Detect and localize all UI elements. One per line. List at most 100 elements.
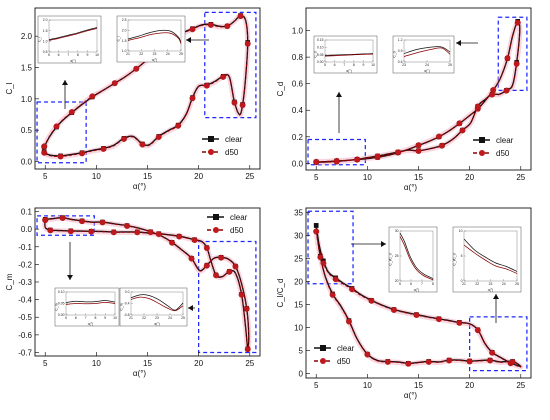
cl-left-inset-xtick-label-3: 7 bbox=[67, 53, 69, 57]
cm-right-inset: 0.0 -0.4 -0.821 22 23 24 25 C_m α(°) bbox=[120, 287, 188, 327]
ratio-x-tick-label-2: 10 bbox=[363, 381, 372, 390]
cl-d50-point-43 bbox=[121, 136, 127, 142]
cl-legend-clear-marker bbox=[208, 136, 214, 142]
cl-left-inset-frame bbox=[37, 15, 102, 64]
cl-left-inset-ytick-label-4: 0.5 bbox=[43, 50, 48, 54]
cl-y-tick-label-2: 0.5 bbox=[21, 126, 33, 135]
cl-d50-point-41 bbox=[139, 141, 146, 148]
cm-left-inset-xtick-label-3: 7 bbox=[85, 316, 87, 320]
cd-left-inset-xtick-label-4: 8 bbox=[353, 63, 355, 67]
cl-y-axis-label: C_l bbox=[5, 82, 14, 94]
cm-legend-clear-marker bbox=[213, 214, 219, 220]
ratio-left-inset-series-d50 bbox=[399, 236, 434, 281]
cl-d50-point-25 bbox=[244, 40, 251, 47]
cm-right-inset-series-clear bbox=[130, 294, 184, 311]
cl-d50-point-23 bbox=[237, 13, 244, 20]
cm-panel: 5 10 15 20 25 0.1 0.0 -0.1 -0.2 -0.3 -0.4 -0.5 -0.6 -… bbox=[5, 208, 261, 378]
cl-right-inset: 2.5 2.0 1.5 1.021 22 23 24 25 C_l α(°) bbox=[117, 15, 186, 63]
cm-y-tick-label-6: -0.4 bbox=[18, 296, 32, 305]
cd-left-inset-xtick-label-6: 10 bbox=[371, 63, 375, 67]
cl-x-tick-label-4: 20 bbox=[194, 172, 203, 181]
ratio-right-inset: 10 5 021 22 23 24 25 C_l/C_d α(°) bbox=[453, 226, 522, 293]
cm-right-inset-xtick-label-4: 24 bbox=[168, 316, 172, 320]
ratio-left-inset-xlabel: α(°) bbox=[414, 288, 420, 292]
cl-left-inset-ylabel: C_l bbox=[38, 37, 42, 42]
cl-right-inset-ytick-label-4: 1.0 bbox=[122, 49, 127, 53]
ratio-d50-point-37 bbox=[384, 358, 391, 365]
cd-legend: clear d50 bbox=[473, 136, 514, 158]
cd-y-tick-label-3: 0.4 bbox=[292, 106, 304, 115]
ratio-right-inset-xlabel: α(°) bbox=[488, 288, 494, 292]
cd-right-inset: 1.2 0.9 0.623 24 25 C_d α(°) bbox=[393, 35, 455, 74]
ratio-y-tick-label-1: 0 bbox=[299, 369, 304, 378]
ratio-right-inset-xtick-label-5: 25 bbox=[515, 282, 519, 286]
cm-left-inset-ytick-label-1: 0.10 bbox=[58, 290, 65, 294]
cm-right-inset-xtick-label-5: 25 bbox=[181, 316, 185, 320]
cm-right-inset-ylabel: C_m bbox=[120, 303, 124, 310]
cd-d50-point-29 bbox=[489, 91, 496, 98]
ratio-d50-line bbox=[315, 231, 522, 368]
cm-y-tick-label-2: 0.0 bbox=[21, 225, 33, 234]
cl-d50-point-19 bbox=[207, 21, 214, 28]
cm-legend-clear-label: clear bbox=[230, 213, 248, 222]
cd-zoom-arrow-head-1 bbox=[336, 92, 342, 97]
ratio-d50-point-7 bbox=[349, 286, 355, 293]
ratio-d50-point-27 bbox=[487, 357, 494, 364]
cm-left-inset-xtick-label-5: 9 bbox=[104, 316, 106, 320]
cl-left-inset-xlabel: α(°) bbox=[70, 59, 76, 63]
ratio-right-inset-xtick-label-1: 21 bbox=[462, 282, 466, 286]
ratio-d50-point-35 bbox=[405, 360, 412, 367]
cl-d50-point-37 bbox=[175, 122, 182, 129]
cl-d50-point-9 bbox=[111, 80, 118, 87]
cm-x-tick-label-4: 20 bbox=[194, 359, 203, 368]
cm-zoom-arrow-head-2 bbox=[188, 305, 193, 311]
cl-left-inset-xtick-label-6: 10 bbox=[95, 53, 99, 57]
cl-y-tick-label-1: 0.0 bbox=[21, 157, 33, 166]
cl-right-inset-xtick-label-5: 25 bbox=[179, 52, 183, 56]
cd-y-tick-label-4: 0.6 bbox=[292, 80, 304, 89]
ratio-left-inset-xtick-label-3: 7 bbox=[421, 282, 423, 286]
cl-legend-d50-label: d50 bbox=[225, 148, 239, 157]
ratio-d50-point-45 bbox=[317, 254, 324, 261]
cm-zoom-arrow-head-1 bbox=[67, 275, 73, 280]
cd-d50-point-11 bbox=[415, 142, 422, 149]
cm-d50-point-47 bbox=[67, 228, 74, 235]
cm-y-tick-label-4: -0.2 bbox=[18, 260, 32, 269]
cm-left-inset-ylabel: C_m bbox=[55, 303, 59, 310]
cd-x-tick-label-1: 5 bbox=[314, 173, 319, 182]
cm-d50-point-37 bbox=[176, 233, 183, 240]
cm-left-inset-frame bbox=[54, 287, 120, 327]
cl-d50-point-45 bbox=[100, 146, 107, 152]
cm-d50-point-43 bbox=[110, 229, 117, 236]
cd-left-inset-xtick-label-3: 7 bbox=[343, 63, 345, 67]
cm-x-axis-label: α(°) bbox=[133, 369, 146, 378]
cd-y-axis-label: C_d bbox=[276, 82, 285, 97]
cd-right-inset-xtick-label-2: 24 bbox=[425, 63, 429, 67]
cl-d50-point-5 bbox=[68, 109, 75, 115]
cd-right-inset-xtick-label-1: 23 bbox=[402, 63, 406, 67]
cl-left-inset-xtick-label-2: 6 bbox=[58, 53, 60, 57]
ratio-d50-point-33 bbox=[425, 358, 432, 365]
cl-x-tick-label-2: 10 bbox=[92, 172, 101, 181]
cm-d50-line bbox=[44, 217, 250, 350]
cd-d50-point-23 bbox=[514, 19, 521, 26]
cl-d50-point-21 bbox=[224, 23, 231, 30]
ratio-left-inset-xtick-label-4: 8 bbox=[432, 282, 434, 286]
ratio-d50-point-5 bbox=[332, 276, 339, 283]
ratio-right-inset-xtick-label-3: 23 bbox=[489, 282, 493, 286]
cl-d50-point-49 bbox=[57, 153, 64, 160]
cd-zoom-arrow-head-2 bbox=[456, 40, 461, 46]
ratio-left-inset-xtick-label-2: 6 bbox=[410, 282, 412, 286]
cl-x-tick-label-3: 15 bbox=[143, 172, 152, 181]
cm-x-tick-label-1: 5 bbox=[43, 359, 48, 368]
ratio-right-inset-ytick-label-2: 5 bbox=[461, 254, 463, 258]
cm-right-inset-ytick-label-1: 0.0 bbox=[125, 290, 130, 294]
cd-y-tick-label-6: 1.0 bbox=[292, 27, 304, 36]
cl-right-inset-series-clear bbox=[127, 29, 182, 43]
ratio-x-tick-label-1: 5 bbox=[314, 381, 319, 390]
cm-y-tick-label-9: -0.7 bbox=[18, 348, 32, 357]
cl-left-inset-xtick-label-4: 8 bbox=[77, 53, 79, 57]
ratio-right-inset-ytick-label-1: 10 bbox=[459, 229, 463, 233]
cl-left-inset-plot-frame bbox=[48, 19, 98, 53]
